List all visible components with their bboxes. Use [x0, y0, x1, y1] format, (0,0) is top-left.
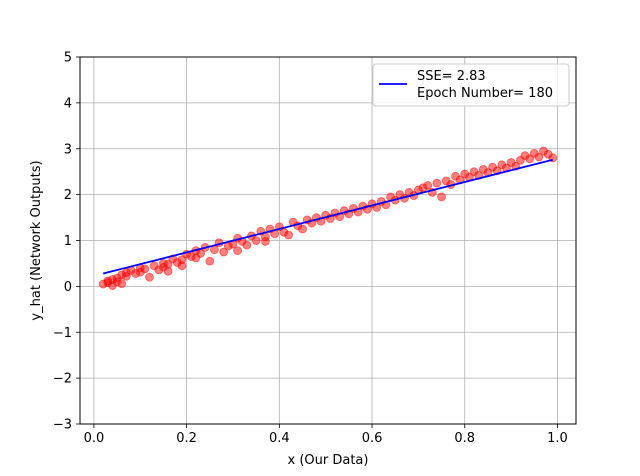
x-tick-label: 0.0 [84, 431, 105, 446]
legend: SSE= 2.83 Epoch Number= 180 [372, 63, 570, 107]
scatter-point [284, 230, 293, 240]
y-tick-label: 0 [64, 280, 72, 295]
x-tick-label: 0.2 [176, 431, 197, 446]
y-tick-label: −2 [53, 372, 72, 387]
scatter-point [121, 271, 131, 281]
scatter-point [437, 192, 446, 202]
legend-entry-epoch: Epoch Number= 180 [417, 86, 553, 101]
scatter-point [261, 237, 270, 246]
fit-line [102, 158, 554, 275]
x-tick-label: 0.4 [269, 431, 290, 446]
y-tick-label: 2 [64, 188, 72, 203]
scatter-point [205, 256, 215, 266]
scatter-point [432, 178, 442, 188]
y-tick-label: 1 [64, 234, 72, 249]
scatter-point [117, 279, 127, 289]
legend-entry-sse: SSE= 2.83 [417, 69, 486, 84]
scatter-point [298, 224, 307, 234]
y-tick-label: −1 [53, 326, 72, 341]
x-tick-label: 0.6 [362, 431, 383, 446]
scatter-point [251, 236, 261, 245]
scatter-point [423, 181, 433, 190]
scatter-point [145, 272, 154, 282]
scatter-point [242, 240, 252, 250]
y-tick-label: 4 [64, 96, 72, 111]
x-tick-label: 1.0 [547, 431, 568, 446]
tick-layer: 0.0 0.2 0.4 0.6 0.8 1.0 −3 −2 −1 0 1 2 3 4 5 [53, 51, 568, 447]
scatter-point [219, 247, 229, 257]
scatter-point [177, 261, 187, 271]
x-axis-label: x (Our Data) [288, 453, 369, 468]
scatter-point [140, 264, 150, 274]
y-tick-label: 3 [64, 142, 72, 157]
legend-box [372, 63, 570, 107]
x-tick-label: 0.8 [454, 431, 475, 446]
y-tick-label: 5 [64, 51, 72, 66]
scatter-point [233, 246, 243, 255]
y-axis-label: y_hat (Network Outputs) [29, 160, 44, 320]
fit-line-layer [102, 158, 554, 275]
y-tick-label: −3 [53, 418, 72, 433]
scatter-point [534, 152, 544, 162]
